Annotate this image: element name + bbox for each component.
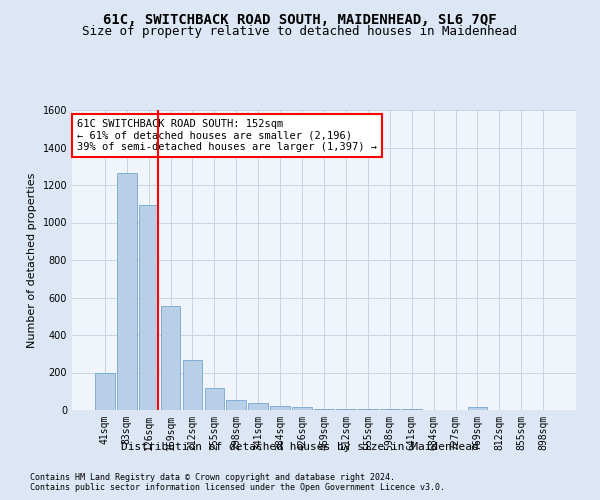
Bar xyxy=(358,409,378,410)
Text: Distribution of detached houses by size in Maidenhead: Distribution of detached houses by size … xyxy=(121,442,479,452)
Text: Contains public sector information licensed under the Open Government Licence v3: Contains public sector information licen… xyxy=(30,482,445,492)
Text: 61C, SWITCHBACK ROAD SOUTH, MAIDENHEAD, SL6 7QF: 61C, SWITCHBACK ROAD SOUTH, MAIDENHEAD, … xyxy=(103,12,497,26)
Bar xyxy=(117,173,137,410)
Bar xyxy=(182,360,202,410)
Y-axis label: Number of detached properties: Number of detached properties xyxy=(27,172,37,348)
Bar xyxy=(270,406,290,410)
Text: Size of property relative to detached houses in Maidenhead: Size of property relative to detached ho… xyxy=(83,25,517,38)
Bar xyxy=(380,409,400,410)
Bar xyxy=(336,409,356,410)
Bar xyxy=(314,409,334,410)
Bar xyxy=(205,388,224,410)
Text: 61C SWITCHBACK ROAD SOUTH: 152sqm
← 61% of detached houses are smaller (2,196)
3: 61C SWITCHBACK ROAD SOUTH: 152sqm ← 61% … xyxy=(77,119,377,152)
Bar xyxy=(95,374,115,410)
Bar xyxy=(161,306,181,410)
Bar xyxy=(402,409,422,410)
Bar xyxy=(248,404,268,410)
Bar xyxy=(292,407,312,410)
Bar xyxy=(226,400,246,410)
Bar xyxy=(467,407,487,410)
Bar xyxy=(139,204,158,410)
Text: Contains HM Land Registry data © Crown copyright and database right 2024.: Contains HM Land Registry data © Crown c… xyxy=(30,472,395,482)
